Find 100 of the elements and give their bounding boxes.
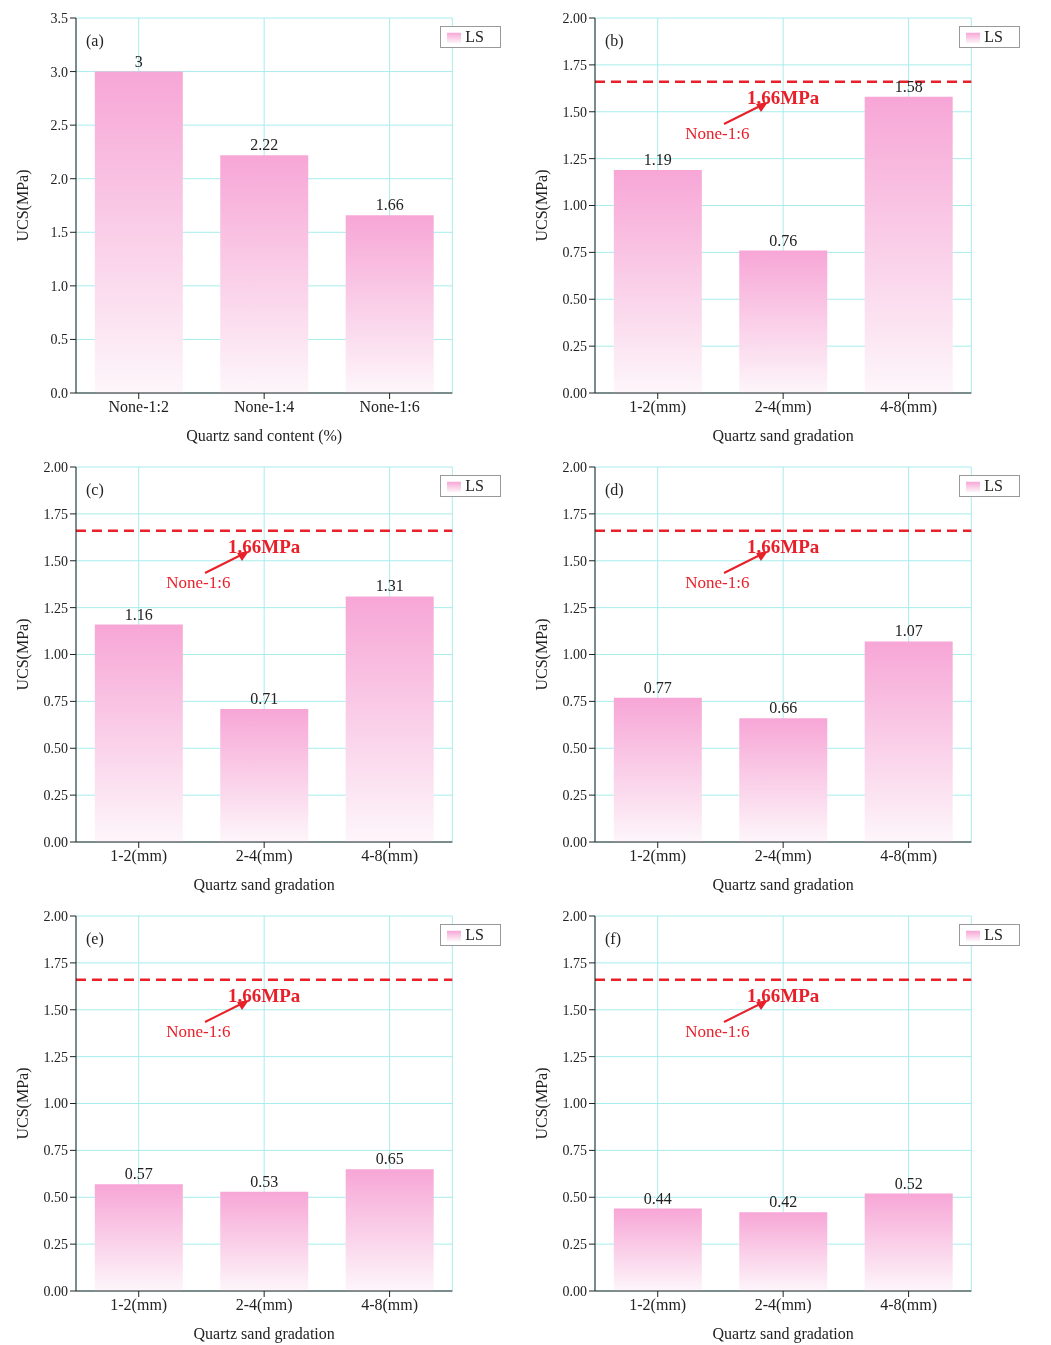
- x-tick-label: None-1:4: [233, 398, 295, 416]
- y-tick-label: 1.50: [43, 553, 68, 569]
- legend-label: LS: [984, 28, 1003, 45]
- y-tick-label: 0.00: [43, 834, 68, 850]
- y-tick-label: 1.50: [43, 1002, 68, 1018]
- legend-label: LS: [465, 477, 484, 494]
- x-axis-title: Quartz sand gradation: [712, 427, 854, 445]
- annotation: None-1:6: [684, 572, 751, 593]
- y-tick-label: 0.50: [43, 741, 68, 757]
- y-tick-label: 0.50: [562, 741, 587, 757]
- y-tick-label: 0.50: [43, 1190, 68, 1206]
- x-tick-label: 4-8(mm): [361, 1296, 419, 1315]
- annotation: (d): [605, 481, 624, 499]
- annotation: (a): [86, 32, 104, 50]
- x-axis-title: Quartz sand gradation: [712, 1325, 854, 1343]
- data-label: 3: [134, 52, 143, 70]
- bar: [613, 1208, 702, 1291]
- data-label: 1.66: [375, 196, 404, 214]
- x-axis-title: Quartz sand gradation: [193, 1325, 335, 1343]
- y-tick-label: 1.00: [562, 647, 587, 663]
- legend-label: LS: [465, 28, 484, 45]
- y-tick-label: 1.25: [43, 600, 68, 616]
- y-axis-title: UCS(MPa): [532, 169, 551, 242]
- y-tick-label: 2.00: [562, 10, 587, 26]
- x-tick-label: 4-8(mm): [880, 398, 938, 417]
- x-tick-label: 1-2(mm): [629, 1296, 687, 1315]
- x-axis-title: Quartz sand gradation: [193, 876, 335, 894]
- y-tick-label: 1.25: [562, 1049, 587, 1065]
- data-label: 1.19: [643, 150, 672, 168]
- y-axis-title: UCS(MPa): [532, 1067, 551, 1140]
- bar: [220, 708, 309, 842]
- y-tick-label: 0.00: [43, 1283, 68, 1299]
- data-label: 0.65: [375, 1150, 404, 1168]
- ref-line-label: 1.66MPa: [228, 984, 301, 1006]
- x-tick-label: 4-8(mm): [880, 1296, 938, 1315]
- x-tick-label: 1-2(mm): [110, 847, 168, 866]
- data-label: 1.07: [894, 622, 923, 640]
- annotation: None-1:6: [165, 572, 232, 593]
- x-axis-title: Quartz sand gradation: [712, 876, 854, 894]
- y-tick-label: 2.00: [562, 908, 587, 924]
- bar: [739, 250, 828, 393]
- y-tick-label: 1.0: [50, 278, 68, 294]
- y-tick-label: 1.00: [43, 647, 68, 663]
- y-tick-label: 2.0: [50, 171, 68, 187]
- y-tick-label: 3.5: [50, 10, 68, 26]
- ref-line-label: 1.66MPa: [228, 535, 301, 557]
- data-label: 0.66: [769, 699, 798, 717]
- y-axis-title: UCS(MPa): [13, 618, 32, 691]
- y-tick-label: 2.00: [43, 459, 68, 475]
- y-tick-label: 1.00: [562, 198, 587, 214]
- data-label: 0.42: [769, 1193, 798, 1211]
- y-tick-label: 0.00: [562, 834, 587, 850]
- x-tick-label: 2-4(mm): [235, 847, 293, 866]
- y-tick-label: 0.00: [562, 385, 587, 401]
- y-tick-label: 0.25: [562, 339, 587, 355]
- x-tick-label: 2-4(mm): [235, 1296, 293, 1315]
- bar: [345, 215, 434, 393]
- ref-line-label: 1.66MPa: [747, 535, 820, 557]
- y-tick-label: 1.50: [562, 1002, 587, 1018]
- data-label: 0.71: [250, 689, 279, 707]
- y-tick-label: 1.25: [562, 151, 587, 167]
- data-label: 0.52: [894, 1174, 923, 1192]
- bar: [864, 96, 953, 393]
- y-tick-label: 3.0: [50, 64, 68, 80]
- y-tick-label: 0.50: [562, 1190, 587, 1206]
- data-label: 0.53: [250, 1172, 279, 1190]
- data-label: 1.58: [894, 77, 923, 95]
- y-tick-label: 0.75: [43, 1143, 68, 1159]
- legend-label: LS: [465, 926, 484, 943]
- annotation: None-1:6: [165, 1021, 232, 1042]
- y-tick-label: 2.00: [562, 459, 587, 475]
- y-tick-label: 1.5: [50, 225, 68, 241]
- y-tick-label: 0.75: [562, 694, 587, 710]
- y-tick-label: 1.50: [562, 553, 587, 569]
- y-tick-label: 0.5: [50, 332, 68, 348]
- ref-line-label: 1.66MPa: [747, 86, 820, 108]
- y-axis-title: UCS(MPa): [532, 618, 551, 691]
- x-tick-label: 1-2(mm): [629, 398, 687, 417]
- annotation: (f): [605, 930, 621, 948]
- annotation: (b): [605, 32, 624, 50]
- bar: [94, 624, 183, 842]
- legend-label: LS: [984, 477, 1003, 494]
- y-axis-title: UCS(MPa): [13, 169, 32, 242]
- legend-label: LS: [984, 926, 1003, 943]
- x-tick-label: 2-4(mm): [754, 847, 812, 866]
- annotation: None-1:6: [684, 123, 751, 144]
- x-tick-label: None-1:2: [108, 398, 169, 416]
- data-label: 0.57: [124, 1165, 153, 1183]
- x-axis-title: Quartz sand content (%): [186, 427, 343, 445]
- y-tick-label: 0.75: [562, 1143, 587, 1159]
- data-label: 1.31: [375, 577, 404, 595]
- y-tick-label: 2.00: [43, 908, 68, 924]
- y-tick-label: 1.00: [43, 1096, 68, 1112]
- data-label: 0.77: [643, 678, 672, 696]
- data-label: 0.76: [769, 231, 798, 249]
- y-tick-label: 1.75: [562, 506, 587, 522]
- x-tick-label: 2-4(mm): [754, 398, 812, 417]
- y-tick-label: 1.25: [43, 1049, 68, 1065]
- y-tick-label: 0.0: [50, 385, 68, 401]
- ref-line-label: 1.66MPa: [747, 984, 820, 1006]
